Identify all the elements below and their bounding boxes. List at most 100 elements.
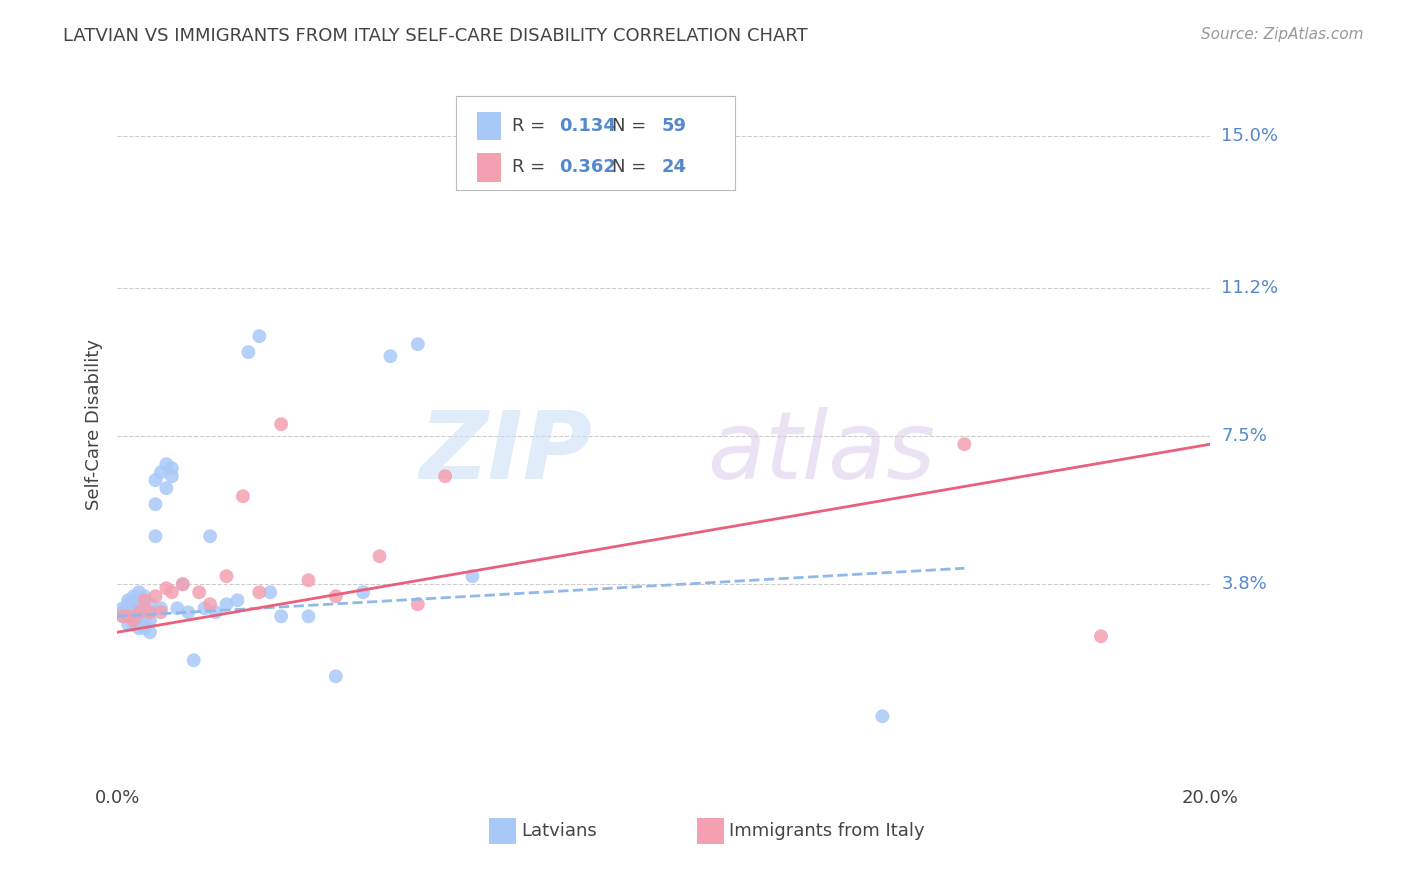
Point (198, 597, 221, 611)
Point (352, 585, 374, 599)
Point (872, 709, 894, 723)
Point (111, 609, 134, 624)
Point (111, 605, 134, 619)
Point (128, 585, 150, 599)
Point (128, 621, 150, 635)
Point (145, 497, 167, 511)
Text: 24: 24 (662, 159, 686, 177)
Text: Immigrants from Italy: Immigrants from Italy (730, 822, 925, 840)
Point (122, 617, 145, 632)
FancyBboxPatch shape (696, 818, 724, 844)
Text: N =: N = (613, 117, 652, 135)
Point (160, 469, 183, 483)
Point (953, 437, 976, 451)
Text: LATVIAN VS IMMIGRANTS FROM ITALY SELF-CARE DISABILITY CORRELATION CHART: LATVIAN VS IMMIGRANTS FROM ITALY SELF-CA… (63, 27, 808, 45)
Point (134, 621, 156, 635)
Point (259, 585, 281, 599)
Text: atlas: atlas (707, 408, 936, 499)
Text: 11.2%: 11.2% (1222, 279, 1278, 297)
Point (139, 625, 162, 640)
FancyBboxPatch shape (477, 153, 501, 182)
Point (145, 473, 167, 487)
Point (194, 601, 217, 615)
Point (172, 577, 194, 591)
Point (122, 613, 145, 627)
Point (188, 585, 211, 599)
Point (232, 489, 254, 503)
Point (325, 669, 347, 683)
Point (270, 609, 292, 624)
Point (149, 605, 172, 619)
FancyBboxPatch shape (456, 96, 735, 190)
Point (160, 585, 183, 599)
Text: Source: ZipAtlas.com: Source: ZipAtlas.com (1201, 27, 1364, 42)
Point (134, 617, 156, 632)
Point (139, 613, 162, 627)
Point (111, 609, 134, 624)
Text: Latvians: Latvians (522, 822, 598, 840)
Point (155, 457, 177, 471)
Text: 0.362: 0.362 (558, 159, 616, 177)
Point (117, 597, 139, 611)
FancyBboxPatch shape (477, 112, 501, 140)
Text: R =: R = (512, 159, 551, 177)
Text: N =: N = (613, 159, 652, 177)
Point (145, 589, 167, 603)
Point (122, 605, 145, 619)
Point (368, 549, 391, 564)
Point (117, 609, 139, 624)
Point (155, 481, 177, 495)
Text: 0.134: 0.134 (558, 117, 616, 135)
Point (128, 609, 150, 624)
Point (139, 605, 162, 619)
Point (134, 601, 156, 615)
Point (139, 605, 162, 619)
Text: 59: 59 (662, 117, 686, 135)
Text: 15.0%: 15.0% (1222, 127, 1278, 145)
Point (215, 597, 238, 611)
Point (139, 597, 162, 611)
Point (117, 617, 139, 632)
Point (226, 593, 249, 607)
Text: 7.5%: 7.5% (1222, 427, 1267, 445)
Point (183, 653, 205, 667)
Point (128, 601, 150, 615)
Y-axis label: Self-Care Disability: Self-Care Disability (86, 339, 103, 509)
Point (128, 593, 150, 607)
Point (128, 605, 150, 619)
Point (297, 609, 319, 624)
Point (204, 605, 226, 619)
Point (177, 605, 200, 619)
Point (128, 605, 150, 619)
Point (166, 601, 188, 615)
Point (134, 609, 156, 624)
Point (155, 581, 177, 595)
Point (117, 593, 139, 607)
Point (238, 345, 260, 359)
Point (406, 337, 429, 351)
Point (198, 529, 221, 543)
Point (117, 609, 139, 624)
Text: 3.8%: 3.8% (1222, 575, 1267, 593)
Text: ZIP: ZIP (420, 407, 593, 499)
Point (247, 585, 270, 599)
Point (406, 597, 429, 611)
Point (111, 601, 134, 615)
Point (160, 461, 183, 475)
Point (128, 613, 150, 627)
Point (122, 589, 145, 603)
FancyBboxPatch shape (489, 818, 516, 844)
Point (325, 589, 347, 603)
Point (145, 529, 167, 543)
Point (134, 589, 156, 603)
Point (434, 469, 457, 483)
Point (117, 605, 139, 619)
Point (297, 573, 319, 587)
Text: R =: R = (512, 117, 551, 135)
Point (122, 609, 145, 624)
Point (149, 465, 172, 479)
Point (122, 597, 145, 611)
Point (380, 349, 402, 363)
Point (172, 577, 194, 591)
Point (134, 593, 156, 607)
